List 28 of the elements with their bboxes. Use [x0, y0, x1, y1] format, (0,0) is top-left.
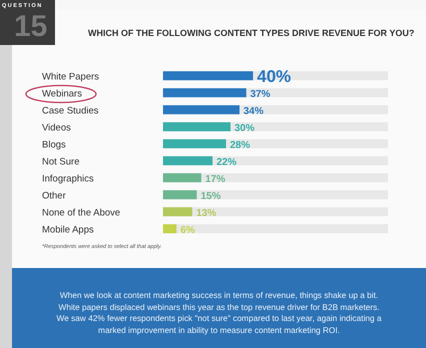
data-label: 22%	[216, 156, 237, 168]
y-tick-label: Videos	[42, 122, 72, 134]
data-label: 34%	[244, 106, 264, 117]
y-tick-label: Case Studies	[42, 106, 99, 116]
y-tick-label: None of the Above	[42, 208, 120, 218]
data-label: 40%	[257, 66, 292, 86]
y-tick-label: White Papers	[42, 72, 100, 82]
y-tick-label: Other	[42, 190, 66, 202]
chart-title: WHICH OF THE FOLLOWING CONTENT TYPES DRIVE REVENUE FOR YOU?	[88, 28, 414, 38]
data-label: 28%	[230, 140, 250, 151]
data-label: 17%	[205, 174, 226, 185]
y-tick-label: Not Sure	[42, 156, 80, 168]
bar	[163, 207, 192, 216]
data-label: 15%	[200, 190, 221, 202]
text: When we look at content marketing success in terms of revenue, things shake up a bit. White papers displaced webinars this year as the top revenue driver for B2B marketers. We saw 42% fewer respondents pick "not sure" compared to last year, again indicating a marked improvement in ability to measure content marketing ROI.	[56, 290, 382, 336]
y-tick-label: Blogs	[42, 140, 66, 150]
y-tick-label: Webinars	[42, 88, 82, 100]
data-label: 30%	[234, 122, 255, 134]
data-label: 6%	[180, 224, 196, 236]
bar	[163, 224, 176, 234]
bar	[163, 173, 202, 182]
bar	[163, 190, 197, 200]
bar	[163, 156, 212, 166]
data-label: 37%	[250, 88, 270, 100]
y-tick-label: Mobile Apps	[42, 224, 94, 236]
text: 15	[14, 10, 48, 43]
y-tick-label: Infographics	[42, 174, 94, 184]
data-label: 13%	[196, 208, 216, 219]
